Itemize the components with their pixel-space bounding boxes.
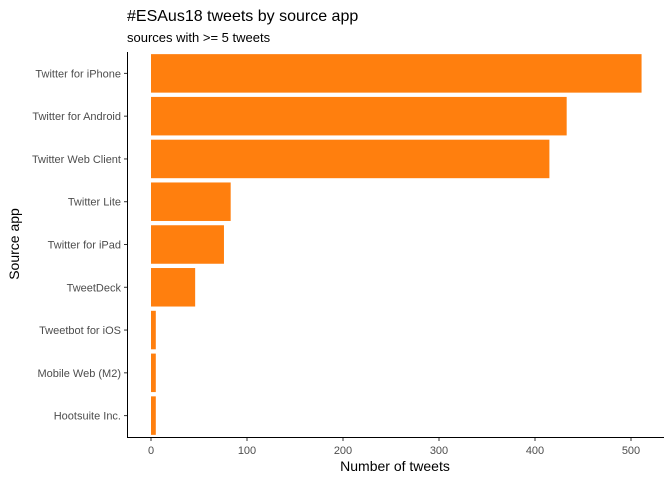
bar <box>151 139 550 179</box>
y-tick-label: Twitter for iPhone <box>35 68 121 80</box>
x-tick-label: 100 <box>238 445 256 457</box>
chart-subtitle: sources with >= 5 tweets <box>127 30 271 45</box>
bar <box>151 396 156 435</box>
y-tick-label: Hootsuite Inc. <box>54 411 121 423</box>
y-tick-label: Twitter for Android <box>32 111 121 123</box>
y-tick-label: Twitter Lite <box>68 197 121 209</box>
bar <box>151 96 567 136</box>
x-tick-label: 0 <box>148 445 154 457</box>
y-tick-label: Twitter for iPad <box>48 240 121 252</box>
bar <box>151 54 642 93</box>
x-tick-label: 400 <box>526 445 544 457</box>
x-axis: 0 100 200 300 400 500 <box>148 437 640 457</box>
bars-group <box>151 54 642 435</box>
y-axis: Twitter for iPhone Twitter for Android Twi… <box>32 68 128 423</box>
x-tick-label: 300 <box>430 445 448 457</box>
x-tick-label: 500 <box>622 445 640 457</box>
bar <box>151 182 231 221</box>
y-tick-label: Twitter Web Client <box>32 154 121 166</box>
bar <box>151 353 156 393</box>
chart-title: #ESAus18 tweets by source app <box>127 8 358 25</box>
y-axis-title: Source app <box>6 208 22 280</box>
y-tick-label: Tweetbot for iOS <box>39 325 121 337</box>
bar <box>151 225 224 264</box>
x-tick-label: 200 <box>334 445 352 457</box>
y-tick-label: TweetDeck <box>67 282 122 294</box>
bar <box>151 310 156 350</box>
y-tick-label: Mobile Web (M2) <box>37 368 121 380</box>
x-axis-title: Number of tweets <box>340 458 450 474</box>
bar <box>151 268 196 307</box>
